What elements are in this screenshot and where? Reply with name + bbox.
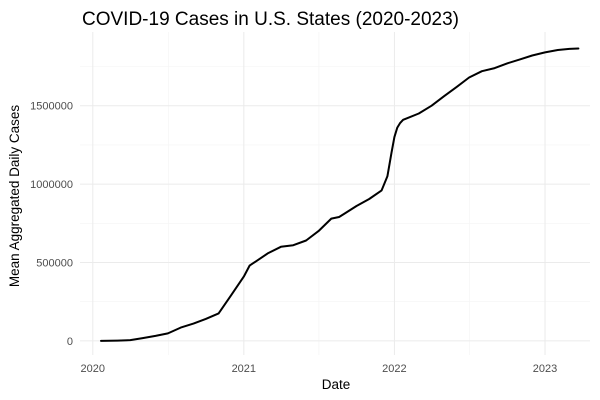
- x-tick-label: 2021: [232, 363, 256, 375]
- y-tick-label: 1000000: [30, 179, 73, 191]
- x-axis-title: Date: [322, 377, 351, 392]
- chart-title: COVID-19 Cases in U.S. States (2020-2023…: [82, 9, 459, 30]
- y-axis-ticks: 0 500000 1000000 1500000: [30, 101, 73, 348]
- x-tick-label: 2020: [81, 363, 105, 375]
- series-line: [100, 47, 580, 342]
- x-tick-label: 2022: [382, 363, 406, 375]
- y-axis-title: Mean Aggregated Daily Cases: [7, 105, 22, 288]
- y-tick-label: 500000: [36, 257, 73, 269]
- y-tick-label: 0: [67, 336, 73, 348]
- series-group: [100, 47, 580, 342]
- grid: [80, 32, 590, 355]
- y-tick-label: 1500000: [30, 101, 73, 113]
- x-axis-ticks: 2020 2021 2022 2023: [81, 363, 558, 375]
- x-tick-label: 2023: [533, 363, 557, 375]
